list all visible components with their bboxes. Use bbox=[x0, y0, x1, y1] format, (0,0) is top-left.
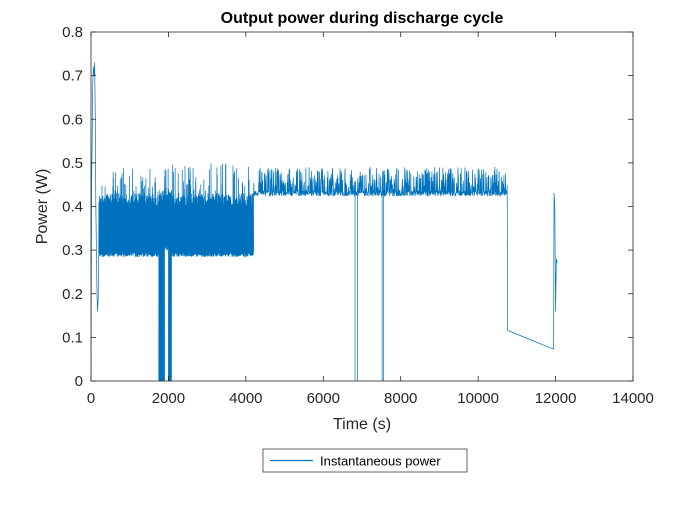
series-segment-noisy bbox=[253, 166, 508, 197]
x-tick-label: 10000 bbox=[457, 390, 499, 407]
series-segment-dropout bbox=[168, 189, 172, 381]
x-tick-label: 12000 bbox=[535, 390, 577, 407]
x-axis-title: Time (s) bbox=[333, 416, 391, 433]
x-tick-label: 6000 bbox=[307, 390, 340, 407]
y-tick-label: 0.4 bbox=[62, 199, 83, 216]
x-tick-label: 4000 bbox=[229, 390, 262, 407]
series-segment-startup bbox=[91, 62, 100, 381]
y-axis-title: Power (W) bbox=[34, 169, 51, 245]
x-axis-ticks: 0 2000 4000 6000 8000 10000 12000 14000 bbox=[87, 32, 654, 407]
series-layer bbox=[91, 62, 558, 381]
y-tick-label: 0.1 bbox=[62, 329, 83, 346]
legend: Instantaneous power bbox=[262, 448, 468, 473]
x-tick-label: 0 bbox=[87, 390, 95, 407]
y-tick-label: 0.2 bbox=[62, 286, 83, 303]
x-tick-label: 8000 bbox=[384, 390, 417, 407]
series-instantaneous-power bbox=[91, 62, 558, 381]
series-segment-dense bbox=[171, 163, 254, 258]
chart-title: Output power during discharge cycle bbox=[221, 10, 504, 27]
y-axis-ticks: 0 0.1 0.2 0.3 0.4 0.5 0.6 0.7 0.8 bbox=[62, 24, 633, 390]
y-tick-label: 0.5 bbox=[62, 155, 83, 172]
y-tick-label: 0.3 bbox=[62, 242, 83, 259]
legend-box bbox=[262, 448, 468, 473]
y-tick-label: 0.7 bbox=[62, 68, 83, 85]
y-tick-label: 0 bbox=[75, 373, 83, 390]
legend-entry-label: Instantaneous power bbox=[320, 454, 441, 469]
series-segment-dense bbox=[98, 167, 160, 257]
series-segment-dropout bbox=[158, 188, 165, 381]
x-tick-label: 2000 bbox=[152, 390, 185, 407]
series-segment-tail bbox=[506, 184, 558, 350]
x-tick-label: 14000 bbox=[612, 390, 654, 407]
y-tick-label: 0.8 bbox=[62, 24, 83, 41]
series-segment-dense bbox=[164, 168, 169, 251]
y-tick-label: 0.6 bbox=[62, 111, 83, 128]
